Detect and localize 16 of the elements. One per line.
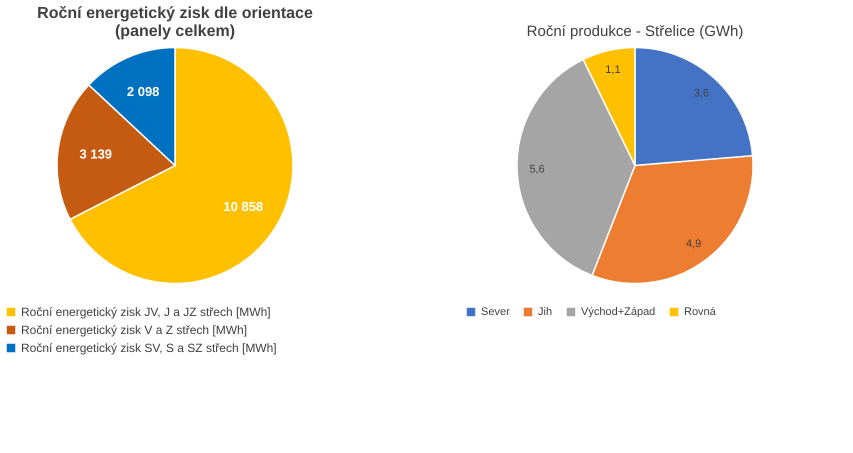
legend-label: Roční energetický zisk SV, S a SZ střech [MWh] (21, 341, 277, 355)
legend-label: Sever (481, 306, 510, 318)
data-label: 3 139 (80, 146, 112, 162)
data-label: 10 858 (223, 199, 264, 214)
data-label: 3,6 (694, 87, 710, 100)
chart-title: Roční energetický zisk dle orientace (panely celkem) (37, 5, 313, 40)
data-label: 4,9 (686, 238, 702, 250)
legend-label: Roční energetický zisk JV, J a JZ střech [MWh] (21, 305, 271, 319)
data-label: 2 098 (126, 84, 160, 100)
legend-label: Rovná (684, 306, 717, 318)
legend-label: Roční energetický zisk V a Z střech [MWh] (21, 323, 248, 337)
legend-label: Jih (538, 306, 552, 318)
data-label: 5,6 (529, 164, 545, 176)
chart-title: Roční produkce - Střelice (GWh) (526, 23, 744, 40)
data-label: 1,1 (605, 64, 621, 76)
legend-label: Východ+Západ (581, 306, 656, 318)
